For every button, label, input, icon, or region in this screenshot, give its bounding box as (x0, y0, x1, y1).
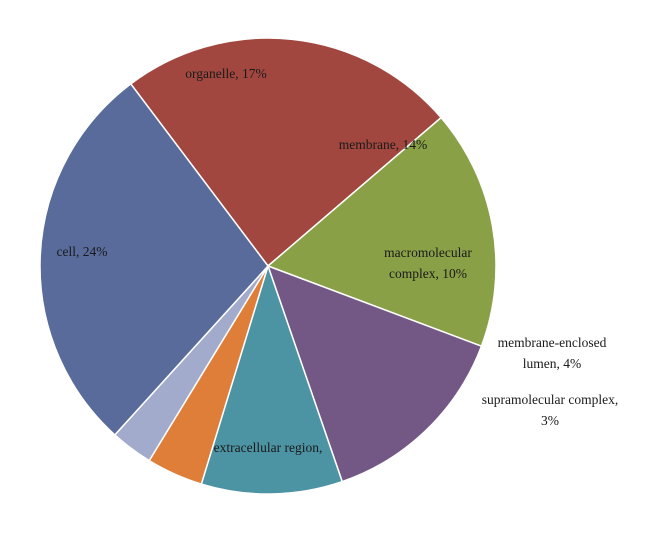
pie-slice-organelle (266, 116, 497, 348)
slice-label-organelle: organelle, 17% (185, 66, 266, 81)
pie-slice-macromolecular-complex (200, 263, 344, 495)
pie-slice-extracellular-region (39, 82, 269, 436)
slice-label-cell: cell, 24% (57, 244, 108, 259)
slice-label-macromolecular-complex: macromolecular complex, 10% (384, 245, 472, 281)
slice-label-extracellular-region: extracellular region, (214, 440, 323, 455)
slice-label-membrane: membrane, 14% (339, 137, 427, 152)
pie-slice-membrane (266, 264, 483, 483)
slice-label-supramolecular-complex: supramolecular complex, 3% (482, 392, 618, 428)
pie-slice-cell (129, 37, 443, 268)
slice-label-membrane-enclosed-lumen: membrane-enclosed lumen, 4% (498, 335, 607, 371)
